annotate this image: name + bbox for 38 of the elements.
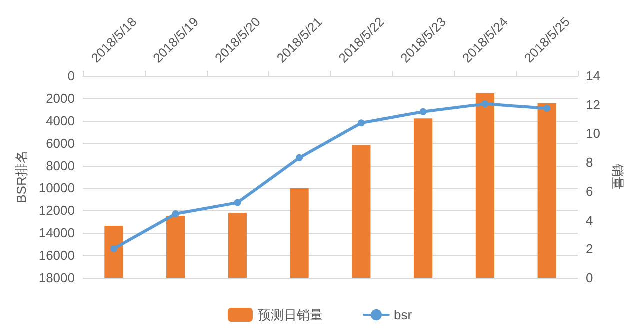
y2-axis-title: 销量 bbox=[610, 163, 626, 190]
y-tick-label: 2000 bbox=[46, 90, 75, 106]
y2-tick-label: 2 bbox=[586, 242, 594, 257]
bar bbox=[290, 188, 309, 278]
point bbox=[358, 120, 365, 127]
y2-tick-label: 6 bbox=[586, 184, 594, 199]
y2-tick-label: 0 bbox=[586, 270, 594, 286]
legend-label: 预测日销量 bbox=[258, 308, 323, 322]
y2-tick-label: 8 bbox=[586, 155, 594, 170]
bar bbox=[228, 213, 247, 278]
point bbox=[544, 105, 551, 112]
y2-tick-label: 4 bbox=[586, 212, 594, 228]
y-tick-label: 14000 bbox=[38, 226, 75, 241]
bar bbox=[166, 216, 186, 278]
y-tick-label: 6000 bbox=[46, 136, 75, 151]
y-tick-label: 4000 bbox=[46, 113, 75, 128]
y2-tick-label: 12 bbox=[586, 97, 600, 112]
bar bbox=[414, 118, 433, 278]
bar bbox=[352, 145, 371, 278]
point bbox=[482, 100, 489, 108]
point bbox=[172, 210, 180, 218]
legend-label: bsr bbox=[394, 308, 413, 322]
y-tick-label: 16000 bbox=[38, 248, 75, 264]
bar bbox=[538, 103, 556, 278]
bar bbox=[476, 93, 494, 278]
point bbox=[296, 154, 304, 162]
y-tick-label: 0 bbox=[68, 68, 75, 84]
point bbox=[234, 199, 242, 206]
y-axis-title: BSR排名 bbox=[14, 150, 29, 204]
y-tick-label: 8000 bbox=[46, 158, 75, 174]
y2-tick-label: 14 bbox=[586, 68, 600, 84]
y2-tick-label: 10 bbox=[586, 126, 600, 142]
point bbox=[420, 108, 427, 116]
point bbox=[110, 245, 118, 252]
y-tick-label: 12000 bbox=[38, 203, 75, 218]
y-tick-label: 18000 bbox=[38, 270, 75, 286]
bar bbox=[104, 226, 124, 278]
y-tick-label: 10000 bbox=[38, 180, 75, 196]
